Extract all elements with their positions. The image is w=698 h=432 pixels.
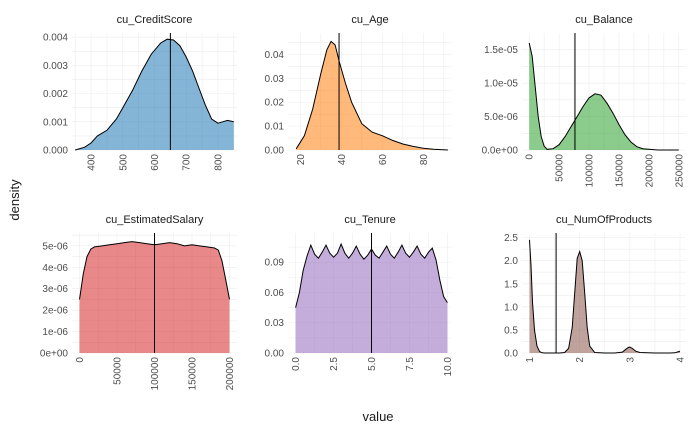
figure-y-axis-label: density xyxy=(7,179,22,221)
x-tick-label: 50000 xyxy=(555,154,566,182)
y-tick-label: 1e-06 xyxy=(42,327,68,338)
density-line xyxy=(528,42,679,151)
panel-title: cu_Age xyxy=(351,14,388,26)
panel-title: cu_Balance xyxy=(575,14,633,26)
facet-panel: 0.00 0.03 0.06 0.09 0.0 2.5 5.0 7.5 10.0 cu_Tenur… xyxy=(265,214,454,376)
x-tick-label: 600 xyxy=(150,154,161,171)
y-tick-label: 0.01 xyxy=(265,122,285,133)
y-tick-label: 4e-06 xyxy=(42,263,68,274)
x-tick-label: 2.5 xyxy=(329,357,340,371)
x-tick-label: 500 xyxy=(118,154,129,171)
facet-panel: 0.0 0.5 1.0 1.5 2.0 2.5 1 2 3 4 cu_NumOfProducts xyxy=(504,214,686,363)
y-tick-label: 0.04 xyxy=(265,50,285,61)
facet-panel: 0.000 0.001 0.002 0.003 0.004 400 500 600 700 800… xyxy=(43,14,237,171)
y-tick-label: 0.02 xyxy=(265,98,285,109)
x-tick-label: 60 xyxy=(378,154,389,166)
y-tick-label: 5e-06 xyxy=(42,241,68,252)
x-tick-label: 40 xyxy=(337,154,348,166)
y-tick-label: 2e-06 xyxy=(42,306,68,317)
x-tick-label: 7.5 xyxy=(405,357,416,371)
density-area xyxy=(75,39,234,151)
x-tick-label: 5.0 xyxy=(367,357,378,371)
facet-panel: 0.00 0.01 0.02 0.03 0.04 20 40 60 80 cu_Age xyxy=(265,14,452,165)
y-tick-label: 0.001 xyxy=(43,117,68,128)
y-tick-label: 0e+00 xyxy=(40,349,69,360)
x-tick-label: 0 xyxy=(525,154,536,160)
density-line xyxy=(529,239,681,354)
y-tick-label: 1.0e-05 xyxy=(484,79,518,90)
x-tick-label: 100000 xyxy=(150,357,161,391)
x-tick-label: 0.0 xyxy=(291,357,302,371)
y-tick-label: 0.0 xyxy=(504,349,518,360)
x-tick-label: 3 xyxy=(625,357,636,363)
facet-panel: 0.0e+00 5.0e-06 1.0e-05 1.5e-05 0 50000 100000… xyxy=(482,14,686,187)
x-tick-label: 700 xyxy=(182,154,193,171)
y-tick-label: 0.003 xyxy=(43,61,68,72)
x-tick-label: 150000 xyxy=(188,357,199,391)
y-tick-label: 0.03 xyxy=(265,74,285,85)
y-tick-label: 0.000 xyxy=(43,146,68,157)
x-tick-label: 100000 xyxy=(585,154,596,188)
x-tick-label: 50000 xyxy=(113,357,124,385)
x-tick-label: 800 xyxy=(214,154,225,171)
x-tick-label: 150000 xyxy=(615,154,626,188)
panel-title: cu_EstimatedSalary xyxy=(106,214,204,226)
y-tick-label: 3e-06 xyxy=(42,284,68,295)
x-tick-label: 400 xyxy=(87,154,98,171)
x-tick-label: 0 xyxy=(75,357,86,363)
y-tick-label: 1.5e-05 xyxy=(484,45,518,56)
y-tick-label: 1.5 xyxy=(504,279,518,290)
panel-title: cu_NumOfProducts xyxy=(556,214,652,226)
x-tick-label: 10.0 xyxy=(443,357,454,377)
y-tick-label: 2.0 xyxy=(504,256,518,267)
x-tick-label: 80 xyxy=(419,154,430,166)
panel-title: cu_Tenure xyxy=(344,214,395,226)
y-tick-label: 0.06 xyxy=(265,288,285,299)
y-tick-label: 0.004 xyxy=(43,33,68,44)
y-tick-label: 0.00 xyxy=(265,146,285,157)
density-line xyxy=(295,40,448,151)
y-tick-label: 0.5 xyxy=(504,325,518,336)
facet-panel: 0e+00 1e-06 2e-06 3e-06 4e-06 5e-06 0 50000 1000… xyxy=(40,214,237,390)
x-tick-label: 1 xyxy=(525,357,536,363)
x-tick-label: 200000 xyxy=(225,357,236,391)
x-tick-label: 20 xyxy=(296,154,307,166)
density-line xyxy=(75,38,234,151)
y-tick-label: 5.0e-06 xyxy=(484,112,518,123)
y-tick-label: 0.0e+00 xyxy=(482,146,519,157)
y-tick-label: 0.002 xyxy=(43,89,68,100)
y-tick-label: 0.00 xyxy=(265,349,285,360)
x-tick-label: 200000 xyxy=(644,154,655,188)
density-area xyxy=(529,43,679,150)
x-tick-label: 4 xyxy=(676,357,687,363)
x-tick-label: 250000 xyxy=(674,154,685,188)
y-tick-label: 2.5 xyxy=(504,233,518,244)
panel-title: cu_CreditScore xyxy=(117,14,193,26)
y-tick-label: 0.09 xyxy=(265,258,285,269)
figure-x-axis-label: value xyxy=(362,409,393,424)
y-tick-label: 1.0 xyxy=(504,302,518,313)
density-area xyxy=(296,41,448,150)
y-tick-label: 0.03 xyxy=(265,318,285,329)
x-tick-label: 2 xyxy=(575,357,586,363)
